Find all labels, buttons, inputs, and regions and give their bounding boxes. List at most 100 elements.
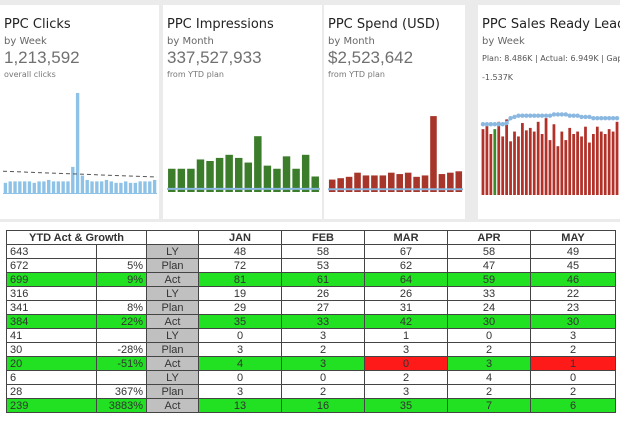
chart-bar [489, 134, 493, 195]
plan-point [551, 112, 557, 117]
row-label-cell: Plan [146, 258, 199, 273]
table-row: 699 9% Act 81 61 64 59 46 [6, 272, 616, 287]
plan-point [520, 113, 525, 118]
plan-point [610, 115, 616, 121]
month-value-cell: 62 [364, 258, 448, 273]
chart-bar [56, 181, 61, 193]
table-row: 643 LY 48 58 67 58 49 [6, 244, 616, 259]
table-row: 28 367% Plan 3 2 3 2 2 [6, 384, 616, 399]
chart-bar [387, 172, 395, 192]
ytd-value-cell: 20 [6, 356, 97, 371]
chart-bar [362, 175, 370, 192]
chart-bar [607, 129, 611, 195]
month-value-cell: 13 [198, 398, 282, 413]
chart-bar [438, 174, 446, 192]
ytd-growth-table-wrapper: YTD Act & Growth JAN FEB MAR APR MAY 643… [6, 230, 616, 420]
chart-bar [282, 156, 291, 192]
chart-bar [90, 181, 94, 193]
row-label-cell: LY [146, 286, 199, 301]
month-value-cell: 3 [364, 342, 448, 357]
table-row: 41 LY 0 3 1 0 3 [6, 328, 616, 343]
plan-point [512, 114, 517, 120]
month-value-cell: 29 [198, 300, 282, 315]
chart-bar [328, 179, 336, 192]
row-label-cell: LY [146, 244, 199, 259]
growth-cell: -51% [96, 356, 147, 371]
chart-bar [263, 165, 272, 192]
chart-bar [114, 182, 118, 193]
card-period: by Week [4, 36, 47, 47]
table-header-row: YTD Act & Growth JAN FEB MAR APR MAY [6, 230, 616, 245]
chart-bar [493, 129, 497, 195]
ppc-spend-card[interactable]: PPC Spend (USD) by Month $2,523,642 from… [324, 5, 465, 219]
chart-bar [215, 157, 224, 192]
row-label-cell: LY [146, 370, 199, 385]
month-value-cell: 2 [364, 370, 448, 385]
month-value-cell: 7 [447, 398, 531, 413]
chart-bar [379, 175, 387, 192]
chart-bar [104, 179, 109, 193]
chart-bar [536, 121, 540, 195]
row-label-cell: Act [146, 356, 199, 371]
plan-point [488, 122, 494, 127]
month-value-cell: 6 [530, 398, 616, 413]
chart-bar [513, 131, 516, 195]
plan-point [492, 122, 497, 127]
chart-bar [27, 181, 32, 193]
month-value-cell: 61 [281, 272, 365, 287]
chart-bar [455, 171, 463, 192]
ytd-growth-header: YTD Act & Growth [6, 230, 147, 245]
table-row: 20 -51% Act 4 3 0 3 1 [6, 356, 616, 371]
chart-bar [32, 182, 36, 193]
chart-bar [148, 181, 152, 193]
month-value-cell: 30 [447, 314, 531, 329]
plan-point [516, 113, 521, 118]
month-value-cell: 23 [530, 300, 616, 315]
plan-point [599, 115, 604, 121]
month-value-cell: 24 [447, 300, 531, 315]
ppc-sales-ready-leads-card[interactable]: PPC Sales Ready Leads by Week Plan: 8.48… [478, 5, 620, 219]
row-label-cell: LY [146, 328, 199, 343]
chart-bar [521, 123, 524, 195]
plan-point [606, 115, 612, 121]
card-note: from YTD plan [167, 70, 224, 79]
chart-bar [187, 168, 195, 192]
month-value-cell: 27 [281, 300, 365, 315]
chart-bar [430, 116, 437, 192]
plan-point [614, 115, 620, 121]
growth-cell [96, 244, 147, 259]
chart-bar [497, 121, 501, 195]
chart-bar [80, 175, 85, 193]
ppc-clicks-chart [2, 92, 158, 194]
chart-bar [337, 178, 344, 192]
month-value-cell: 35 [198, 314, 282, 329]
trend-line [2, 170, 158, 178]
table-row: 239 3883% Act 13 16 35 7 6 [6, 398, 616, 413]
chart-bar [119, 182, 123, 193]
chart-bar [99, 181, 104, 193]
plan-point [547, 113, 553, 118]
chart-bar [177, 168, 186, 192]
chart-bar [109, 181, 113, 193]
ppc-clicks-card[interactable]: PPC Clicks by Week 1,213,592 overall cli… [0, 5, 159, 219]
plan-point [484, 122, 490, 127]
ytd-growth-table: YTD Act & Growth JAN FEB MAR APR MAY 643… [6, 230, 616, 413]
month-header-apr: APR [447, 230, 531, 245]
chart-bar [18, 181, 22, 193]
month-value-cell: 2 [530, 342, 616, 357]
row-label-header [146, 230, 199, 245]
month-header-jan: JAN [198, 230, 282, 245]
chart-bar [37, 181, 41, 193]
ytd-value-cell: 384 [6, 314, 97, 329]
growth-cell [96, 370, 147, 385]
chart-bar [95, 181, 99, 193]
ppc-impressions-card[interactable]: PPC Impressions by Month 337,527,933 fro… [163, 5, 322, 219]
month-value-cell: 67 [364, 244, 448, 259]
table-row: 316 LY 19 26 26 33 22 [6, 286, 616, 301]
growth-cell: 8% [96, 300, 147, 315]
chart-bar [595, 126, 599, 195]
growth-cell: 9% [96, 272, 147, 287]
chart-bar [66, 181, 70, 193]
chart-bar [254, 136, 262, 192]
row-label-cell: Act [146, 272, 199, 287]
